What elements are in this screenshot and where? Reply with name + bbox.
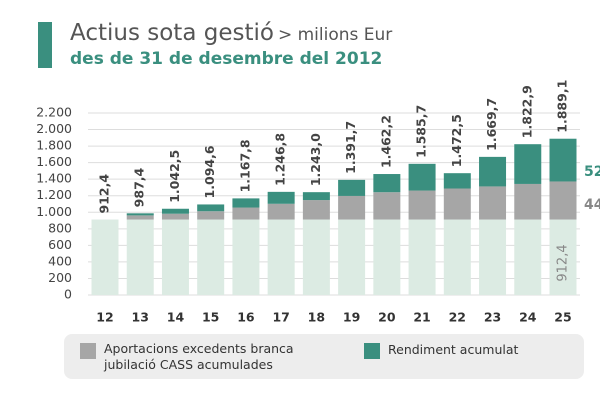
x-tick-label: 23 (484, 310, 501, 325)
bar-segment (232, 219, 260, 295)
bar-segment (408, 163, 436, 191)
bar-segment (549, 138, 577, 182)
y-tick-label: 1.200 (36, 187, 72, 202)
title-row: Actius sota gestió > milions Eur (70, 20, 392, 46)
total-label: 1.585,7 (414, 105, 429, 158)
bar-segment (408, 190, 436, 220)
chart-title: Actius sota gestió (70, 20, 274, 46)
total-label: 1.391,7 (343, 121, 358, 174)
subtitle: des de 31 de desembre del 2012 (70, 49, 383, 69)
total-label: 1.246,8 (273, 133, 288, 186)
bar-segment (232, 198, 260, 208)
bar-segment (373, 174, 401, 193)
y-tick-label: 1.000 (36, 204, 72, 219)
bar-segment (267, 191, 295, 204)
y-tick-label: 1.600 (36, 154, 72, 169)
bar-segment (549, 181, 577, 220)
total-label: 912,4 (97, 174, 112, 214)
bar-segment (161, 213, 189, 220)
total-label: 1.472,5 (449, 114, 464, 167)
annotation: 52 (584, 164, 600, 180)
legend-swatch (364, 343, 380, 359)
bar-segment (197, 211, 225, 220)
total-label: 1.669,7 (484, 98, 499, 151)
bar-segment (197, 204, 225, 212)
annotation: 44 (584, 197, 600, 213)
y-tick-label: 200 (48, 270, 72, 285)
x-tick-label: 13 (132, 310, 149, 325)
bar-segment (514, 183, 542, 220)
total-label: 987,4 (132, 167, 147, 207)
total-label: 1.243,0 (308, 133, 323, 186)
accent-bar (38, 22, 52, 68)
x-tick-label: 14 (167, 310, 185, 325)
bar-segment (302, 219, 330, 295)
bar-segment (408, 219, 436, 295)
x-tick-label: 16 (237, 310, 255, 325)
bar-segment (267, 203, 295, 220)
y-tick-label: 600 (48, 237, 72, 252)
bar-segment (514, 144, 542, 184)
y-tick-label: 400 (48, 253, 72, 268)
y-tick-label: 2.000 (36, 121, 72, 136)
x-tick-label: 19 (343, 310, 360, 325)
x-tick-label: 22 (449, 310, 466, 325)
bar-segment (232, 207, 260, 220)
bar-segment (479, 156, 507, 187)
x-tick-label: 21 (413, 310, 430, 325)
legend-label: Aportacions excedents branca jubilació C… (104, 341, 294, 372)
x-tick-label: 20 (378, 310, 396, 325)
bar-segment (373, 192, 401, 220)
x-tick-label: 25 (554, 310, 571, 325)
legend-label: Rendiment acumulat (388, 342, 519, 357)
x-tick-label: 15 (202, 310, 219, 325)
legend-swatch (80, 343, 96, 359)
bar-segment (302, 200, 330, 220)
y-tick-label: 0 (64, 287, 72, 302)
bar-segment (197, 219, 225, 295)
legend: Aportacions excedents branca jubilació C… (64, 334, 584, 379)
bar-segment (549, 219, 577, 295)
x-tick-label: 18 (308, 310, 325, 325)
bar-segment (443, 173, 471, 189)
bar-segment (267, 219, 295, 295)
y-tick-label: 1.400 (36, 171, 72, 186)
bar-segment (514, 219, 542, 295)
value-label: 912,4 (556, 244, 571, 281)
bar-segment (126, 213, 154, 216)
x-tick-label: 24 (519, 310, 537, 325)
bar-segment (126, 219, 154, 295)
total-label: 1.462,2 (378, 115, 393, 168)
total-label: 1.889,1 (555, 80, 570, 133)
bar-segment (338, 195, 366, 220)
bar-segment (338, 179, 366, 196)
total-label: 1.167,8 (237, 139, 252, 192)
bar-segment (443, 188, 471, 220)
bar-segment (161, 219, 189, 295)
total-label: 1.094,6 (202, 145, 217, 198)
total-label: 1.042,5 (167, 150, 182, 203)
x-tick-label: 12 (96, 310, 113, 325)
x-tick-label: 17 (272, 310, 289, 325)
bar-segment (161, 208, 189, 214)
bar-segment (479, 186, 507, 220)
bar-segment (373, 219, 401, 295)
bar-segment (479, 219, 507, 295)
bar-segment (443, 219, 471, 295)
total-label: 1.822,9 (519, 85, 534, 138)
bar-segment (338, 219, 366, 295)
y-tick-label: 2.200 (36, 105, 72, 120)
y-tick-label: 800 (48, 220, 72, 235)
y-tick-label: 1.800 (36, 138, 72, 153)
unit: > milions Eur (277, 25, 393, 45)
bar-segment (91, 219, 119, 295)
bar-segment (126, 215, 154, 220)
bar-segment (302, 192, 330, 201)
